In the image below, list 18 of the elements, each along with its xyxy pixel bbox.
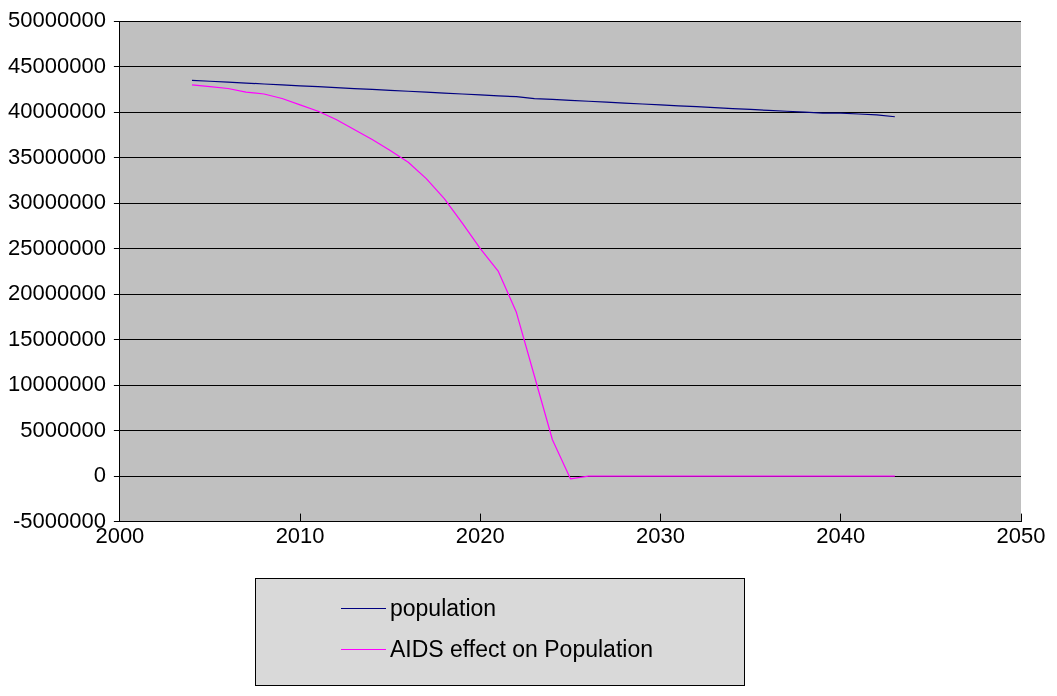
y-tick-label: 30000000 — [7, 189, 106, 215]
x-tick-label: 2050 — [996, 522, 1046, 548]
y-tick-label: 45000000 — [7, 52, 106, 78]
y-tick-label: 35000000 — [7, 143, 106, 169]
y-tick-label: 5000000 — [20, 416, 106, 442]
y-tick-label: 20000000 — [7, 280, 106, 306]
x-tick-label: 2010 — [275, 522, 325, 548]
legend-label: AIDS effect on Population — [390, 636, 653, 663]
y-tick-label: 0 — [93, 462, 106, 488]
x-tick-label: 2040 — [816, 522, 866, 548]
y-tick-label: 50000000 — [7, 7, 106, 33]
y-tick-label: 10000000 — [7, 371, 106, 397]
x-tick-label: 2030 — [636, 522, 686, 548]
x-tick-label: 2020 — [455, 522, 505, 548]
y-tick-label: 25000000 — [7, 234, 106, 260]
y-tick-label: 15000000 — [7, 325, 106, 351]
y-tick-label: 40000000 — [7, 98, 106, 124]
legend-label: population — [390, 595, 497, 622]
